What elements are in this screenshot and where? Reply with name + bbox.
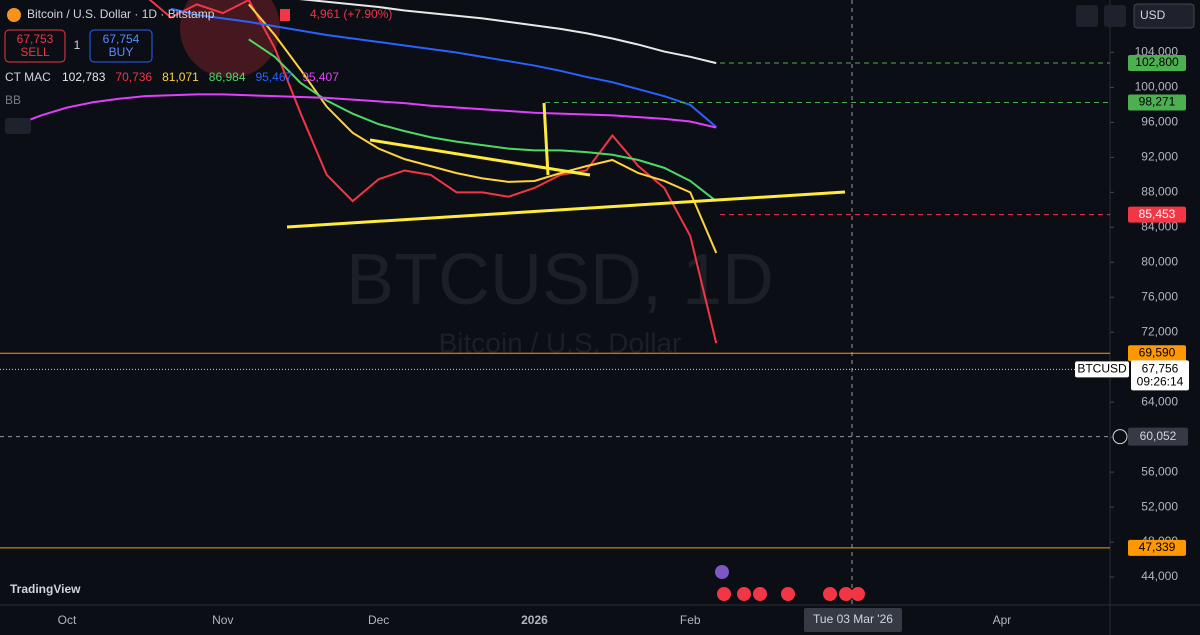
buy-label: BUY	[109, 45, 134, 59]
sell-price: 67,753	[17, 32, 54, 46]
level-label-box	[1128, 94, 1186, 111]
buy-price: 67,754	[103, 32, 140, 46]
level-label: 69,590	[1139, 345, 1176, 359]
buy-button[interactable]	[89, 29, 153, 63]
y-tick-label: 56,000	[1141, 464, 1178, 478]
spread: 1	[74, 38, 81, 52]
level-label-box	[1128, 539, 1186, 556]
collapse-button[interactable]	[5, 118, 31, 134]
change: 4,961 (+7.90%)	[310, 7, 392, 21]
trend-line	[369, 138, 591, 177]
last-price-name-box	[1075, 361, 1129, 378]
trend-line	[542, 102, 550, 176]
level-label-box	[1128, 345, 1186, 362]
down-button[interactable]	[1076, 5, 1098, 27]
btc-icon	[7, 8, 21, 22]
x-tick-label: 2026	[521, 613, 548, 627]
level-label-box	[1128, 206, 1186, 223]
sell-button[interactable]	[4, 29, 66, 63]
indicator-value: 81,071	[162, 70, 199, 84]
y-tick-label: 76,000	[1141, 289, 1178, 303]
x-tick-label: Nov	[212, 613, 233, 627]
indicator-values: 102,783 70,736 81,071 86,984 95,467 95,407	[62, 70, 339, 84]
level-label: 85,453	[1139, 207, 1176, 221]
ma-line	[14, 93, 717, 129]
sell-label: SELL	[20, 45, 50, 59]
y-tick-label: 88,000	[1141, 185, 1178, 199]
level-label: 102,800	[1135, 55, 1179, 69]
y-tick-label: 80,000	[1141, 254, 1178, 268]
indicator-value: 102,783	[62, 70, 106, 84]
countdown: 09:26:14	[1137, 375, 1184, 389]
ma-line	[248, 3, 718, 254]
event-icons	[715, 565, 865, 601]
bb-label: BB	[5, 93, 21, 107]
y-tick-label: 100,000	[1135, 80, 1179, 94]
y-tick-label: 84,000	[1141, 219, 1178, 233]
x-tick-label: Feb	[680, 613, 701, 627]
last-price-box	[1131, 360, 1189, 391]
x-tick-label: Apr	[993, 613, 1012, 627]
indicator-value: 95,467	[256, 70, 293, 84]
last-price-label: 67,756	[1142, 362, 1179, 376]
flag	[280, 9, 290, 21]
y-tick-label: 64,000	[1141, 394, 1178, 408]
currency: USD	[1140, 8, 1166, 22]
crosshair-x-label: Tue 03 Mar '26	[813, 612, 893, 626]
y-tick-label: 96,000	[1141, 115, 1178, 129]
indicator-value: 95,407	[302, 70, 339, 84]
symbol-title: Bitcoin / U.S. Dollar · 1D · Bitstamp	[27, 7, 215, 21]
watermark: BTCUSD, 1D	[346, 240, 774, 320]
level-label: 47,339	[1139, 540, 1176, 554]
x-tick-label: Dec	[368, 613, 389, 627]
currency-select[interactable]	[1133, 3, 1195, 29]
crosshair-x-box	[804, 608, 902, 632]
last-price-name: BTCUSD	[1077, 362, 1127, 376]
crosshair-y-box	[1128, 427, 1188, 446]
ma-line	[170, 7, 717, 128]
indicator-value: 86,984	[209, 70, 246, 84]
y-tick-label: 92,000	[1141, 150, 1178, 164]
ma-line	[298, 0, 717, 65]
indicator-value: 70,736	[115, 70, 152, 84]
highlight-circle	[180, 0, 280, 78]
level-label: 98,271	[1139, 95, 1176, 109]
ma-line	[248, 38, 717, 203]
sync-button[interactable]	[1104, 5, 1126, 27]
indicator-name: CT MAC	[5, 70, 51, 84]
y-tick-label: 44,000	[1141, 569, 1178, 583]
y-tick-label: 72,000	[1141, 324, 1178, 338]
x-tick-label: Oct	[58, 613, 77, 627]
trend-line	[286, 190, 846, 229]
logo: TradingView	[10, 582, 81, 596]
add-alert-button[interactable]	[1112, 429, 1128, 445]
crosshair-y-label: 60,052	[1140, 429, 1177, 443]
y-tick-label: 52,000	[1141, 499, 1178, 513]
plot	[14, 0, 718, 344]
level-label-box	[1128, 54, 1186, 71]
